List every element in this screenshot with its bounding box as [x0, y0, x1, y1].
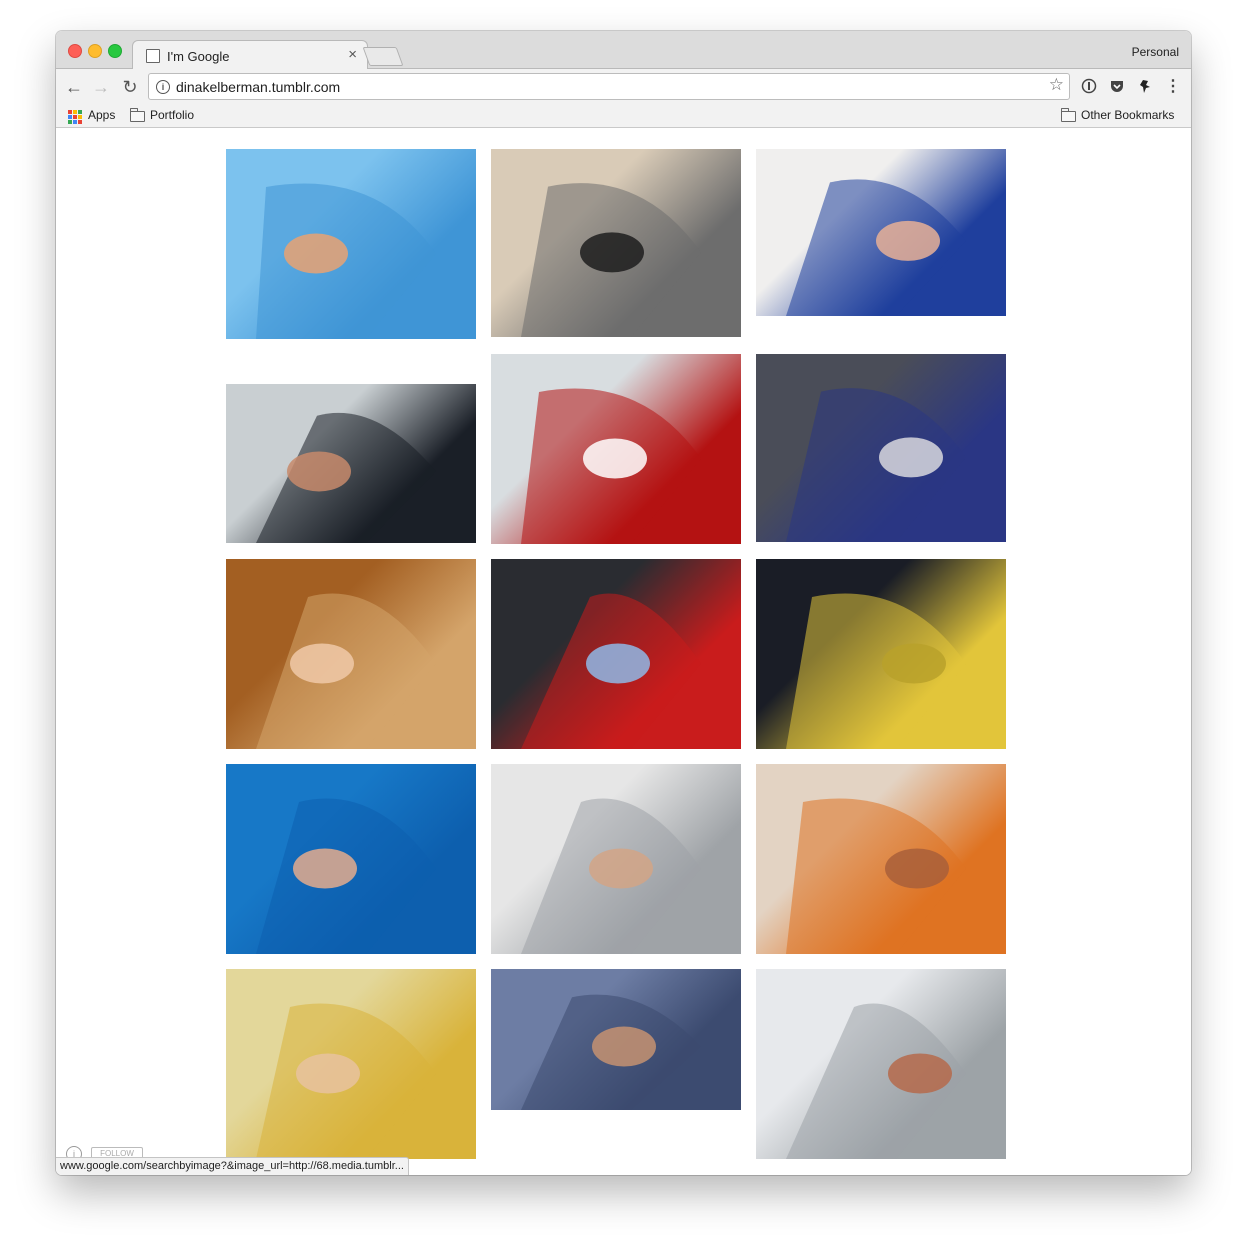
gallery-image-grey-sheet-wall[interactable] [491, 149, 741, 337]
image-detail [256, 593, 436, 749]
gallery-image-clear-plastic-bag[interactable] [756, 969, 1006, 1159]
forward-arrow-icon[interactable]: → [92, 77, 110, 97]
image-detail [256, 798, 436, 954]
image-detail [521, 388, 701, 544]
tab-title: I'm Google [167, 49, 230, 64]
bookmark-portfolio[interactable]: Portfolio [150, 108, 195, 122]
maximize-window-button[interactable] [108, 44, 122, 58]
gallery-image-blue-film-window[interactable] [226, 149, 476, 339]
menu-dots-icon[interactable]: ⋮ [1165, 78, 1181, 95]
gallery-image-red-wheel-peel[interactable] [491, 559, 741, 749]
browser-window: I'm Google × Personal ← → ↻ i dinakelber… [56, 31, 1191, 1175]
image-detail [521, 593, 701, 749]
minimize-window-button[interactable] [88, 44, 102, 58]
bookmark-other[interactable]: Other Bookmarks [1081, 108, 1175, 122]
gallery-image-orange-wall-peel[interactable] [756, 764, 1006, 954]
gallery-image-white-car-peel[interactable] [491, 764, 741, 954]
gallery-image-black-film-glass[interactable] [226, 384, 476, 543]
gallery-image-clear-coat-wood[interactable] [226, 559, 476, 749]
image-detail [786, 1003, 966, 1159]
extension-icon[interactable] [1136, 78, 1154, 96]
image-detail [786, 179, 966, 316]
back-arrow-icon[interactable]: ← [65, 77, 83, 97]
gallery-image-blue-liquid-peel[interactable] [226, 764, 476, 954]
folder-icon [1061, 108, 1076, 122]
image-detail [256, 183, 436, 339]
image-detail [786, 798, 966, 954]
url-text[interactable]: dinakelberman.tumblr.com [176, 79, 341, 95]
close-window-button[interactable] [68, 44, 82, 58]
image-detail [786, 593, 966, 749]
image-detail [521, 798, 701, 954]
image-detail [521, 183, 701, 337]
address-bar[interactable]: i dinakelberman.tumblr.com ☆ [148, 73, 1070, 100]
new-tab-button[interactable] [362, 47, 404, 66]
status-bar: www.google.com/searchbyimage?&image_url=… [56, 1157, 409, 1175]
image-detail [256, 412, 436, 543]
image-detail [256, 1003, 436, 1159]
bookmark-apps[interactable]: Apps [88, 108, 116, 122]
info-icon[interactable]: i [156, 80, 170, 94]
bookmarks-bar: Apps Portfolio Other Bookmarks [56, 104, 1191, 128]
gallery-image-blue-wrap-floor[interactable] [491, 969, 741, 1110]
image-detail [786, 388, 966, 542]
gallery-image-stop-sign-wrap[interactable] [491, 354, 741, 544]
page-content: i FOLLOW [56, 128, 1191, 1175]
folder-icon [130, 108, 145, 122]
profile-button[interactable]: Personal [1131, 45, 1179, 59]
gallery-image-blue-car-window[interactable] [756, 354, 1006, 542]
apps-grid-icon[interactable] [68, 110, 82, 124]
reload-icon[interactable]: ↻ [122, 77, 138, 97]
tab-active[interactable]: I'm Google × [132, 40, 368, 70]
toolbar: ← → ↻ i dinakelberman.tumblr.com ☆ ⋮ [56, 69, 1191, 104]
password-manager-icon[interactable] [1080, 78, 1098, 96]
gallery-image-blue-bathtub-coating[interactable] [756, 149, 1006, 316]
gallery-image-yellow-safe-peel[interactable] [756, 559, 1006, 749]
page-icon [146, 49, 160, 63]
pocket-icon[interactable] [1108, 78, 1126, 96]
tab-strip: I'm Google × Personal [56, 31, 1191, 70]
close-tab-icon[interactable]: × [348, 46, 357, 63]
image-detail [521, 994, 701, 1110]
bookmark-star-icon[interactable]: ☆ [1048, 75, 1064, 94]
gallery-image-yellow-gel-sheet[interactable] [226, 969, 476, 1159]
